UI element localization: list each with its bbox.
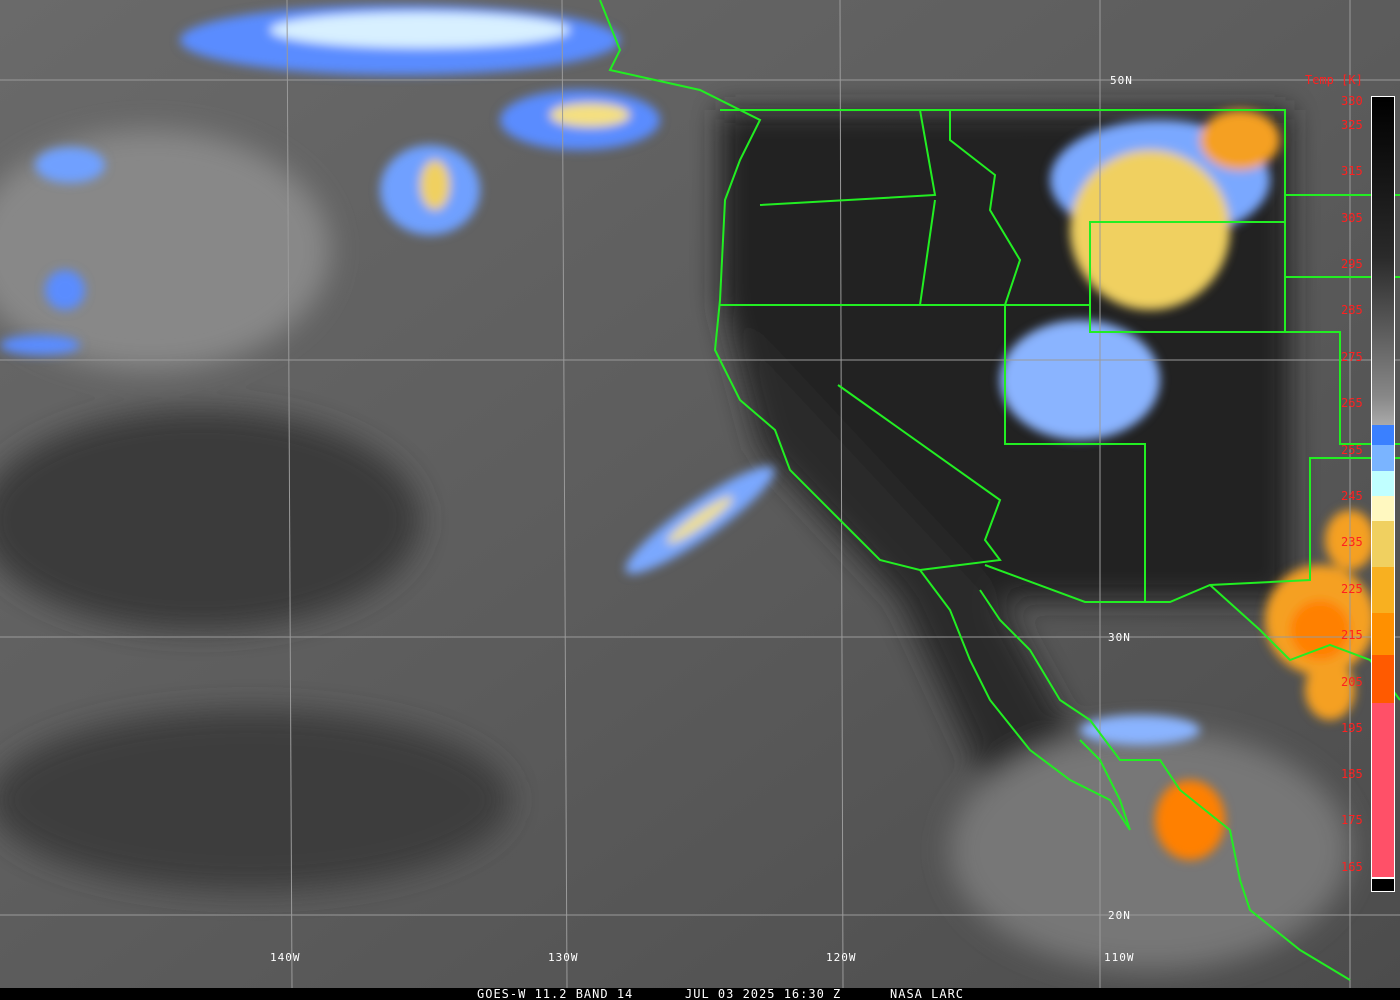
colorbar-tick: 225 xyxy=(1341,582,1363,596)
lat-label-20n: 20N xyxy=(1108,909,1131,922)
lat-label-30n: 30N xyxy=(1108,631,1131,644)
colorbar-tick: 315 xyxy=(1341,164,1363,178)
colorbar-title: Temp [K] xyxy=(1305,73,1363,87)
caption-datetime: JUL 03 2025 16:30 Z xyxy=(685,987,842,1000)
colorbar-tick: 305 xyxy=(1341,211,1363,225)
caption-source: NASA LARC xyxy=(890,987,965,1000)
colorbar-tick: 255 xyxy=(1341,443,1363,457)
lat-label-50n: 50N xyxy=(1110,74,1133,87)
lon-label-120w: 120W xyxy=(826,951,857,964)
lon-label-110w: 110W xyxy=(1104,951,1135,964)
lon-label-140w: 140W xyxy=(270,951,301,964)
colorbar-tick: 185 xyxy=(1341,767,1363,781)
colorbar-tick: 265 xyxy=(1341,396,1363,410)
boundaries xyxy=(599,0,1400,981)
cold-clouds xyxy=(0,5,1375,860)
colorbar-tick: 195 xyxy=(1341,721,1363,735)
colorbar xyxy=(1371,96,1395,892)
colorbar-tick: 275 xyxy=(1341,350,1363,364)
colorbar-tick: 285 xyxy=(1341,303,1363,317)
colorbar-tick: 205 xyxy=(1341,675,1363,689)
colorbar-tick: 295 xyxy=(1341,257,1363,271)
colorbar-tick: 175 xyxy=(1341,813,1363,827)
caption-product: GOES-W 11.2 BAND 14 xyxy=(477,987,634,1000)
colorbar-tick: 330 xyxy=(1341,94,1363,108)
colorbar-tick: 325 xyxy=(1341,118,1363,132)
colorbar-tick: 235 xyxy=(1341,535,1363,549)
colorbar-tick: 165 xyxy=(1341,860,1363,874)
lon-label-130w: 130W xyxy=(548,951,579,964)
colorbar-tick: 245 xyxy=(1341,489,1363,503)
colorbar-tick: 215 xyxy=(1341,628,1363,642)
caption-bar: GOES-W 11.2 BAND 14 JUL 03 2025 16:30 Z … xyxy=(0,988,1400,1000)
